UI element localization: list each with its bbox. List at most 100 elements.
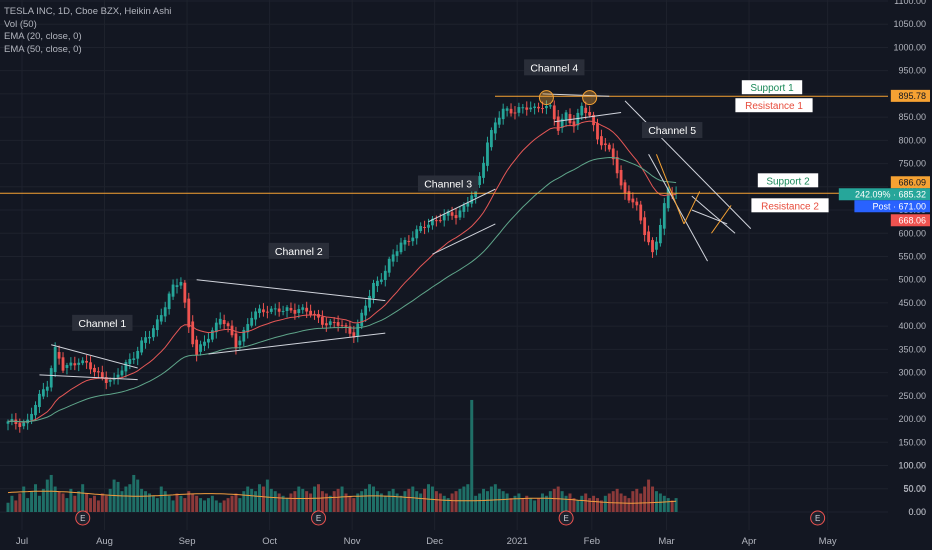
volume-bar [407,488,411,512]
candle [81,357,85,366]
volume-bar [395,493,399,512]
volume-bar [501,491,505,512]
candle [450,206,454,220]
candle [69,357,73,370]
candle [61,352,65,374]
candle-body [482,162,485,178]
volume-bar [10,495,14,512]
volume-bar [18,493,22,512]
candle-body [533,106,537,108]
volume-bar [45,479,49,512]
candle-body [442,214,446,221]
candle-body [529,107,533,110]
candle [93,364,96,377]
earnings-marker: E [75,510,91,526]
candle-body [611,148,615,160]
price-badge-text: 686.09 [898,177,926,187]
volume-bar [258,484,262,512]
volume-bar [399,495,403,512]
candle-body [655,241,658,250]
candle-body [411,237,415,242]
ema20-indicator-label[interactable]: EMA (20, close, 0) [4,31,82,42]
trend-line [39,374,138,381]
channel-label: Channel 5 [641,122,703,139]
volume-bar [599,500,603,512]
candle-body [273,308,277,310]
volume-indicator-label[interactable]: Vol (50) [4,18,37,30]
volume-bar [159,486,163,512]
candle-body [450,212,454,216]
level-label-bg [751,198,829,213]
candle [497,111,501,128]
price-tick-label: 200.00 [898,414,926,424]
candle [458,205,462,221]
candle [85,354,88,369]
volume-bar [450,493,454,512]
candle-body [96,371,100,373]
candle-body [647,231,650,243]
channel-label-bg [641,122,703,139]
volume-bar [163,491,167,512]
candle-body [372,282,375,299]
volume-bar [183,498,187,512]
candle-body [57,352,61,359]
volume-bar [379,493,383,512]
candle [128,353,132,370]
price-tick-label: 0.00 [908,507,926,517]
volume-bar [313,486,317,512]
candles [6,100,678,433]
candle [124,359,128,378]
candle [45,380,49,398]
volume-bar [132,474,136,512]
candle-body [167,293,171,310]
volume-bar [195,495,199,512]
candle-body [222,319,226,325]
candle [230,320,234,338]
candle [568,108,572,126]
volume-bar [140,488,144,512]
ema50-indicator-label[interactable]: EMA (50, close, 0) [4,43,82,55]
volume-bar [548,491,552,512]
time-tick-label: Aug [96,536,113,547]
candle-body [100,372,104,379]
candle [399,237,403,255]
candle-body [242,329,246,342]
candle-body [427,224,430,228]
volume-bar [155,498,159,512]
volume-bar [647,479,651,512]
candle [348,320,352,338]
candle-body [356,323,360,337]
volume-bar [218,502,222,512]
volume-bar [454,491,458,512]
time-tick-label: Jul [16,536,28,547]
candle [49,365,53,392]
candle-body [6,421,10,424]
volume-bar [124,486,128,512]
candle-body [666,188,670,209]
channel-label-text: Channel 3 [424,178,472,190]
candle-body [324,323,328,326]
candle-body [49,368,53,388]
candle-body [238,340,242,346]
channel-label-text: Channel 2 [275,246,323,258]
candle-body [262,309,265,313]
candle-body [309,310,313,315]
trend-line [691,195,736,234]
candle-body [592,114,595,126]
candle-body [623,182,627,194]
volume-bar [348,495,352,512]
candle-body [332,322,336,324]
symbol-title[interactable]: TESLA INC, 1D, Cboe BZX, Heikin Ashi [4,6,172,17]
candle [10,413,14,426]
volume-bar [344,493,348,512]
candle-body [10,419,14,422]
candle [171,279,175,300]
volume-bar [277,493,281,512]
candle-body [207,338,210,343]
candle-body [203,341,206,346]
volume-bar [525,495,529,512]
candle [317,309,320,323]
earnings-marker-circle [810,510,826,526]
